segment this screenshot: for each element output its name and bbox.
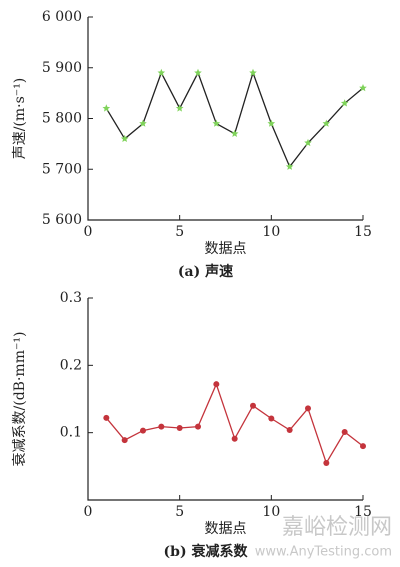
marker bbox=[286, 426, 293, 433]
data-line bbox=[105, 382, 364, 465]
x-tick-label: 10 bbox=[262, 504, 280, 520]
marker bbox=[195, 423, 201, 430]
y-tick-label: 5 600 bbox=[42, 212, 82, 228]
marker bbox=[140, 427, 146, 434]
y-tick-label: 6 000 bbox=[42, 9, 82, 25]
marker bbox=[194, 68, 202, 77]
y-axis-label: 衰减系数/(dB·mm⁻¹) bbox=[11, 332, 28, 467]
marker bbox=[359, 84, 367, 92]
marker bbox=[360, 443, 366, 450]
marker bbox=[158, 423, 165, 430]
marker bbox=[175, 104, 184, 112]
marker bbox=[267, 119, 276, 127]
marker bbox=[213, 381, 220, 388]
marker bbox=[120, 134, 129, 142]
data-line bbox=[105, 70, 364, 168]
x-tick-label: 15 bbox=[354, 504, 372, 520]
marker bbox=[340, 99, 349, 107]
x-tick-label: 0 bbox=[84, 504, 93, 520]
marker bbox=[322, 119, 331, 127]
x-tick-label: 0 bbox=[84, 224, 93, 240]
x-tick-label: 10 bbox=[262, 224, 280, 240]
axis bbox=[87, 17, 363, 221]
marker bbox=[268, 415, 275, 422]
y-tick-label: 0.2 bbox=[60, 357, 82, 373]
marker bbox=[304, 138, 312, 147]
marker bbox=[231, 435, 238, 442]
y-tick-label: 0.1 bbox=[60, 425, 82, 441]
y-tick-label: 5 800 bbox=[42, 111, 82, 127]
marker bbox=[341, 428, 348, 435]
watermark-url: www.AnyTesting.com bbox=[255, 545, 392, 560]
marker bbox=[323, 459, 330, 466]
y-tick-label: 5 900 bbox=[42, 60, 82, 76]
marker bbox=[103, 414, 110, 421]
marker bbox=[102, 104, 111, 112]
marker bbox=[139, 119, 147, 127]
y-tick-label: 5 700 bbox=[42, 161, 82, 177]
x-axis-label: 数据点 bbox=[205, 241, 247, 257]
marker bbox=[305, 405, 311, 412]
marker bbox=[212, 119, 221, 127]
watermark-title: 嘉峪检测网 bbox=[282, 515, 392, 540]
marker bbox=[230, 129, 239, 137]
caption: (b) 衰减系数 bbox=[164, 543, 249, 560]
marker bbox=[249, 68, 257, 77]
y-axis-label: 声速/(m·s⁻¹) bbox=[12, 78, 28, 160]
y-tick-label: 0.3 bbox=[60, 290, 82, 306]
axis bbox=[87, 298, 363, 501]
marker bbox=[176, 424, 183, 431]
marker bbox=[121, 437, 128, 444]
x-tick-label: 5 bbox=[175, 224, 184, 240]
x-tick-label: 5 bbox=[175, 504, 184, 520]
marker bbox=[250, 402, 256, 409]
marker bbox=[157, 68, 166, 77]
marker bbox=[285, 162, 294, 170]
x-tick-label: 15 bbox=[354, 224, 372, 240]
x-axis-label: 数据点 bbox=[205, 521, 247, 537]
caption: (a) 声速 bbox=[178, 263, 233, 280]
